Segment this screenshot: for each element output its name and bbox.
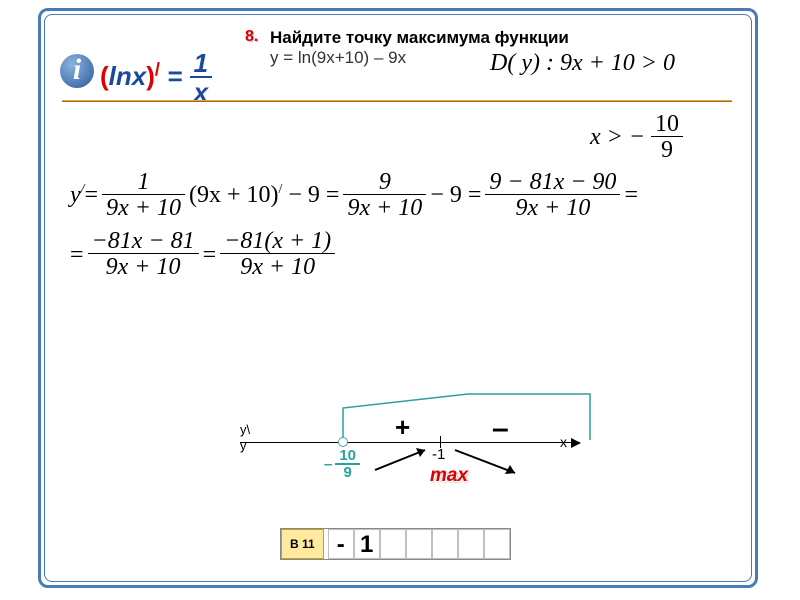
deriv-line-1: y/ = 19x + 10 (9x + 10)/ − 9 = 99x + 10 … [70, 170, 638, 221]
problem-function: y = ln(9x+10) – 9x [270, 48, 406, 68]
minus-sign: – [492, 412, 509, 446]
open-point-left [338, 437, 348, 447]
problem-title: Найдите точку максимума функции [270, 28, 569, 48]
lnx-derivative-formula: (lnx)/ = 1 x [100, 50, 212, 107]
one-over-x: 1 x [190, 50, 212, 107]
answer-cell[interactable] [484, 529, 510, 559]
answer-cell[interactable] [406, 529, 432, 559]
frac-4: −81x − 819x + 10 [88, 229, 199, 280]
y-prime-label: y\ [240, 422, 250, 437]
x-gt-text: x > − [590, 124, 645, 151]
chain-part: (9x + 10)/ − 9 = [189, 182, 340, 209]
number-line: y\ y x + – -1 – 109 max [240, 390, 600, 500]
domain-solution: x > − 10 9 [590, 112, 683, 163]
plus-sign: + [395, 412, 410, 443]
frac-2: 99x + 10 [343, 170, 426, 221]
answer-cell[interactable] [380, 529, 406, 559]
x-label: x [560, 434, 567, 450]
answer-box: В 11 - 1 [280, 528, 511, 560]
answer-cell[interactable] [432, 529, 458, 559]
ten-ninths: 10 9 [651, 112, 683, 163]
problem-number: 8. [245, 28, 258, 46]
equals: = [167, 61, 182, 91]
max-label: max [430, 465, 468, 487]
answer-cell[interactable] [458, 529, 484, 559]
frac-1: 19x + 10 [102, 170, 185, 221]
domain-condition: D( y) : 9x + 10 > 0 [490, 50, 675, 77]
answer-tag: В 11 [281, 529, 324, 559]
slide-content: i (lnx)/ = 1 x 8. Найдите точку максимум… [50, 20, 750, 580]
horizontal-rule [62, 100, 732, 102]
y-prime: y/ [70, 182, 85, 209]
y-label: y [240, 438, 247, 453]
deriv-line-2: = −81x − 819x + 10 = −81(x + 1)9x + 10 [70, 229, 638, 280]
neg-ten-ninths: – 109 [324, 448, 360, 482]
derivative-computation: y/ = 19x + 10 (9x + 10)/ − 9 = 99x + 10 … [70, 170, 638, 289]
answer-cell[interactable]: 1 [354, 529, 380, 559]
frac-3: 9 − 81x − 909x + 10 [485, 170, 620, 221]
lnx-left: (lnx)/ [100, 61, 160, 91]
info-icon: i [60, 54, 94, 88]
answer-cell[interactable]: - [328, 529, 354, 559]
frac-5: −81(x + 1)9x + 10 [220, 229, 335, 280]
